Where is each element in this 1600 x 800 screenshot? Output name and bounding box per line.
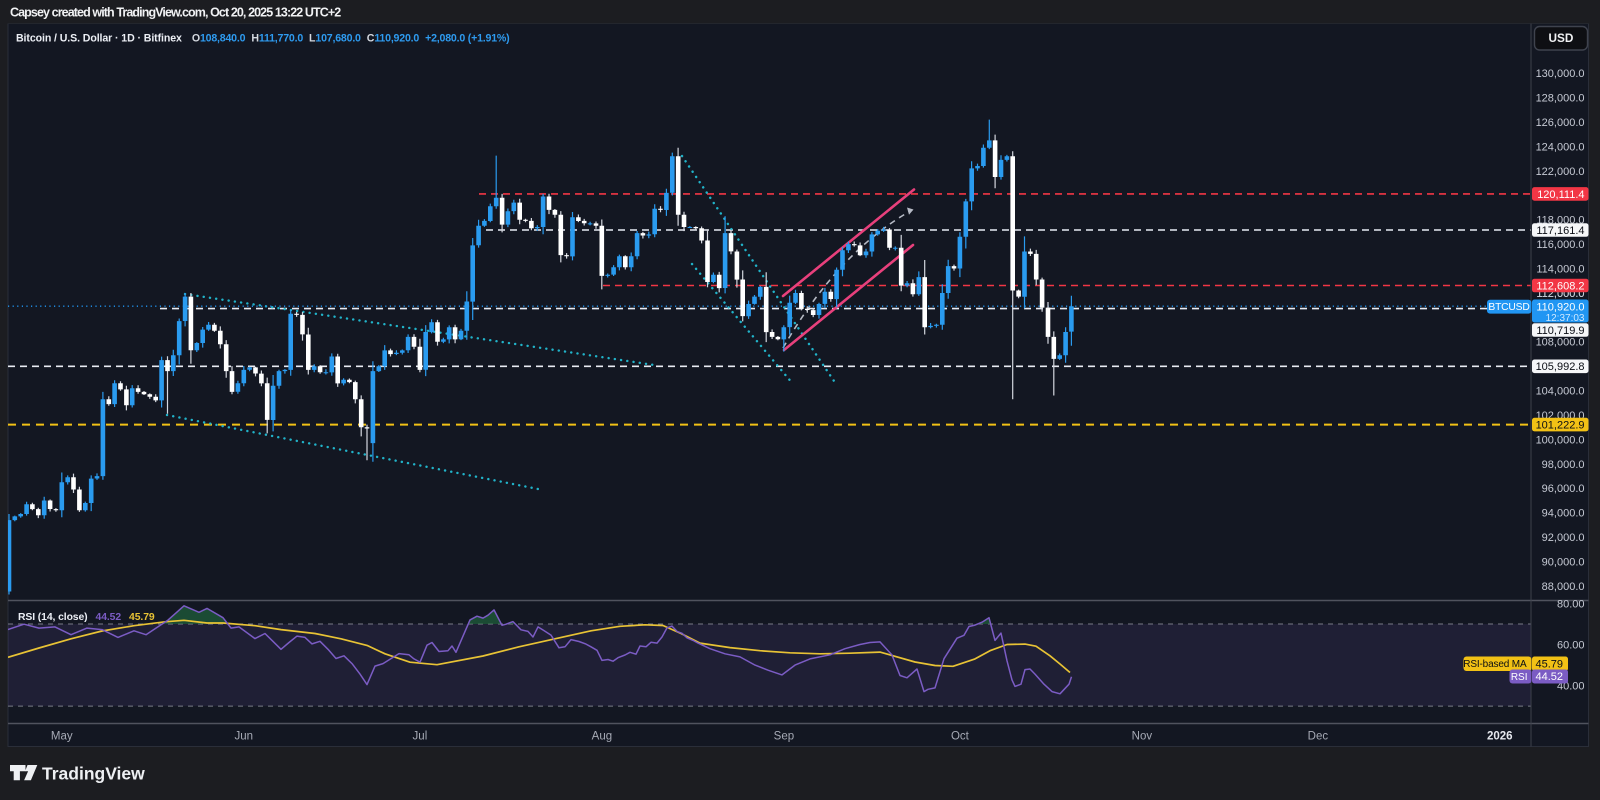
svg-text:110,719.9: 110,719.9 [1536, 325, 1584, 337]
svg-text:Jul: Jul [413, 731, 428, 743]
svg-text:Nov: Nov [1132, 731, 1153, 743]
svg-text:Jun: Jun [235, 731, 254, 743]
svg-text:101,222.9: 101,222.9 [1536, 420, 1585, 432]
svg-text:44.52: 44.52 [1535, 671, 1563, 683]
svg-text:Oct: Oct [951, 731, 970, 743]
svg-text:104,000.0: 104,000.0 [1536, 386, 1585, 398]
svg-text:128,000.0: 128,000.0 [1536, 93, 1585, 105]
svg-text:90,000.0: 90,000.0 [1542, 557, 1585, 569]
svg-text:USD: USD [1549, 31, 1574, 45]
svg-text:130,000.0: 130,000.0 [1536, 68, 1585, 80]
svg-text:80.00: 80.00 [1557, 598, 1585, 610]
svg-text:BTCUSD: BTCUSD [1488, 302, 1529, 313]
svg-text:100,000.0: 100,000.0 [1536, 434, 1585, 446]
svg-text:92,000.0: 92,000.0 [1542, 532, 1585, 544]
svg-text:Aug: Aug [592, 731, 612, 743]
svg-text:RSI-based MA: RSI-based MA [1463, 659, 1527, 670]
svg-text:126,000.0: 126,000.0 [1536, 117, 1585, 129]
svg-text:116,000.0: 116,000.0 [1536, 239, 1584, 251]
svg-text:112,608.2: 112,608.2 [1536, 280, 1584, 292]
svg-text:May: May [51, 731, 73, 743]
svg-text:RSI: RSI [1511, 672, 1528, 683]
svg-text:96,000.0: 96,000.0 [1542, 483, 1585, 495]
svg-text:98,000.0: 98,000.0 [1542, 459, 1585, 471]
svg-text:122,000.0: 122,000.0 [1536, 166, 1585, 178]
svg-text:Bitcoin / U.S. Dollar · 1D · B: Bitcoin / U.S. Dollar · 1D · Bitfinex O10… [16, 33, 509, 45]
svg-text:Sep: Sep [774, 731, 794, 743]
svg-text:110,920.0: 110,920.0 [1536, 301, 1584, 313]
svg-text:Dec: Dec [1308, 731, 1329, 743]
svg-text:45.79: 45.79 [1535, 658, 1563, 670]
svg-text:124,000.0: 124,000.0 [1536, 141, 1585, 153]
svg-text:2026: 2026 [1487, 731, 1513, 743]
svg-text:TradingView: TradingView [42, 764, 145, 784]
svg-text:108,000.0: 108,000.0 [1536, 337, 1585, 349]
svg-text:105,992.8: 105,992.8 [1536, 361, 1585, 373]
svg-text:117,161.4: 117,161.4 [1536, 225, 1584, 237]
svg-text:12:37:03: 12:37:03 [1546, 313, 1585, 324]
svg-text:60.00: 60.00 [1557, 639, 1585, 651]
svg-text:94,000.0: 94,000.0 [1542, 508, 1585, 520]
svg-text:114,000.0: 114,000.0 [1536, 264, 1584, 276]
svg-text:120,111.4: 120,111.4 [1537, 189, 1584, 201]
svg-text:88,000.0: 88,000.0 [1542, 581, 1585, 593]
svg-text:Capsey created with TradingVie: Capsey created with TradingView.com, Oct… [10, 6, 341, 20]
